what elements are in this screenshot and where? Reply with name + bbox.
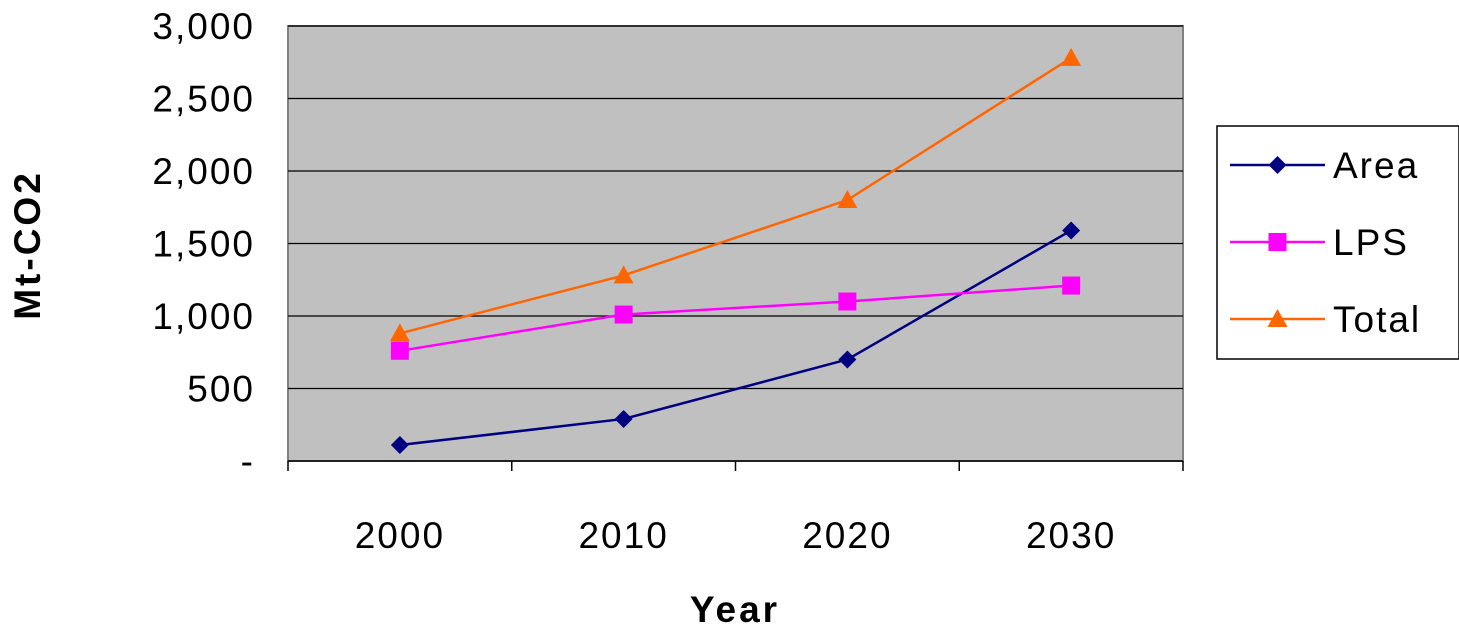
y-tick-label: 500 [187,369,255,410]
series-line-area [399,229,1072,447]
y-tick-label: 3,000 [152,6,255,47]
data-point-lps [838,292,857,311]
series-total [389,47,1082,342]
x-axis [287,460,1184,471]
legend-label: Area [1333,145,1419,186]
legend-item-lps: LPS [1230,222,1409,263]
data-point-area [1062,221,1081,240]
data-point-total [837,190,858,208]
legend: Area LPS Total [1216,125,1459,360]
x-tick-label: 2020 [802,515,892,556]
legend-label: Total [1333,299,1421,340]
y-tick-label: 1,000 [152,296,255,337]
data-point-lps [390,341,409,360]
series-area [390,221,1081,455]
y-tick-label: 2,000 [152,151,255,192]
series-line-total [399,56,1072,335]
x-tick-label: 2010 [578,515,668,556]
x-tick-label: 2000 [355,515,445,556]
series-layer [389,47,1082,455]
legend-label: LPS [1333,222,1409,263]
data-point-total [389,323,410,342]
series-lps [390,276,1081,360]
data-point-lps [614,305,633,324]
x-tick-labels: 2000 2010 2020 2030 [355,515,1116,556]
gridlines [288,25,1183,390]
legend-item-total: Total [1230,299,1421,340]
data-point-area [390,436,409,455]
y-axis-title: Mt-CO2 [7,170,48,320]
data-point-lps [1062,276,1081,295]
series-line-lps [399,284,1072,353]
y-tick-label: 1,500 [152,224,255,265]
legend-marker-total [1267,309,1288,327]
data-point-total [613,265,634,284]
data-point-total [1061,47,1082,66]
x-tick-label: 2030 [1026,515,1116,556]
legend-item-area: Area [1230,145,1419,186]
legend-marker-area [1268,156,1287,174]
y-tick-label: - [241,441,255,482]
data-point-area [614,409,633,428]
y-tick-label: 2,500 [152,79,255,120]
y-tick-labels: - 500 1,000 1,500 2,000 2,500 3,000 [152,6,255,482]
x-axis-title: Year [690,589,780,630]
data-point-area [838,350,857,369]
legend-marker-lps [1268,233,1287,251]
